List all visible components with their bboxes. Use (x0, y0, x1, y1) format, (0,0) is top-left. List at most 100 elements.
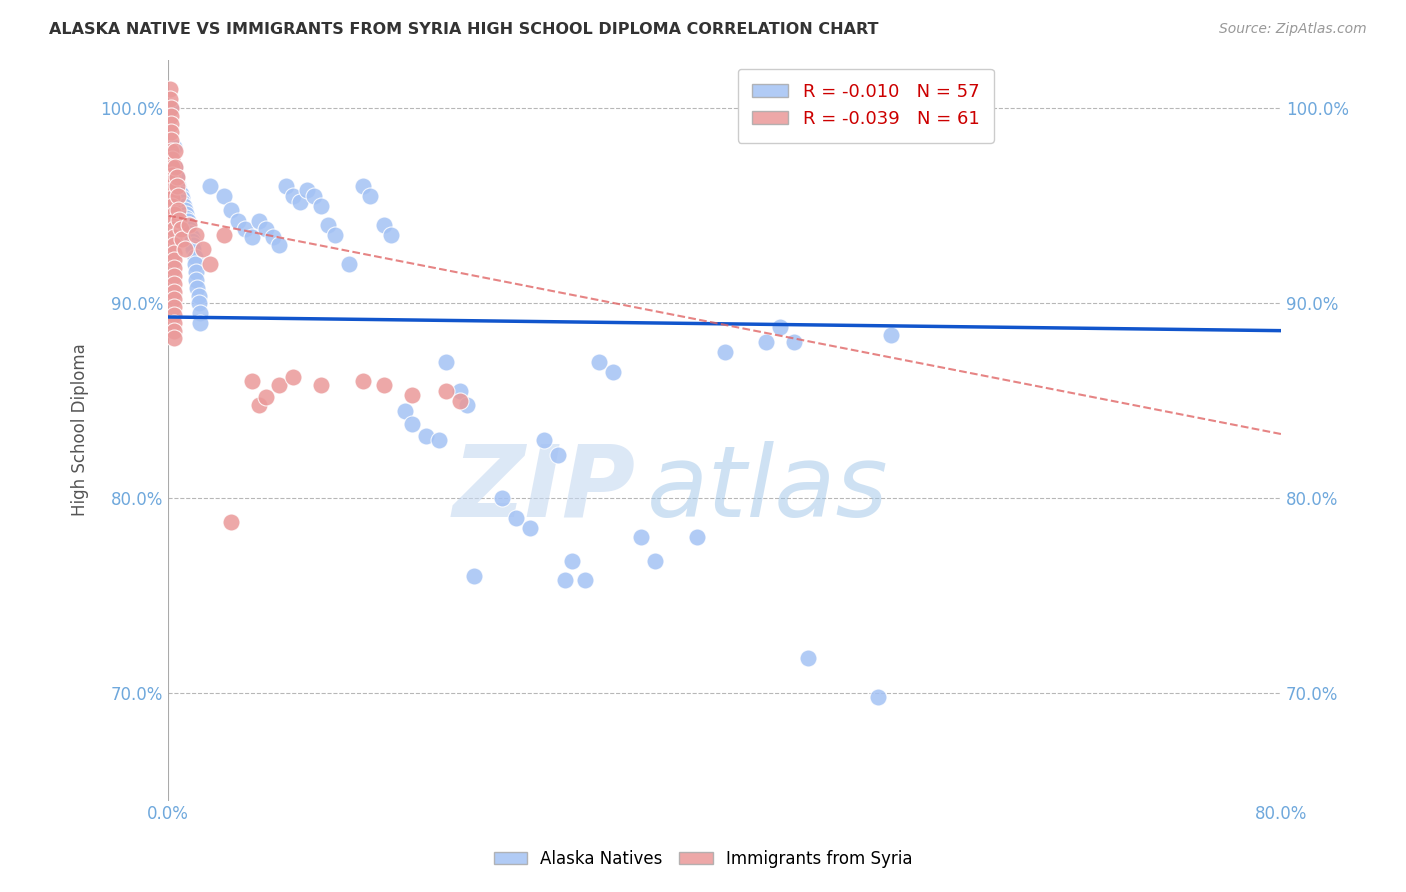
Point (352, 179, 374, 194)
Point (394, 403, 416, 417)
Point (162, 176, 184, 190)
Point (533, 433, 555, 447)
Point (686, 530, 709, 544)
Point (163, 268, 186, 283)
Point (644, 554, 666, 568)
Point (297, 183, 319, 197)
Point (177, 219, 200, 233)
Point (160, 101, 183, 115)
Point (160, 109, 183, 123)
Point (219, 202, 242, 217)
Point (183, 250, 205, 264)
Point (187, 296, 209, 310)
Legend: R = -0.010   N = 57, R = -0.039   N = 61: R = -0.010 N = 57, R = -0.039 N = 61 (738, 69, 994, 143)
Point (163, 245, 186, 260)
Point (415, 429, 437, 443)
Point (163, 316, 186, 330)
Point (181, 238, 204, 252)
Point (160, 125, 183, 139)
Point (309, 378, 332, 392)
Point (172, 194, 194, 209)
Point (359, 189, 381, 203)
Point (159, 92, 181, 106)
Point (163, 261, 186, 276)
Point (183, 257, 205, 271)
Point (167, 202, 190, 217)
Point (169, 212, 191, 227)
Point (162, 183, 184, 197)
Point (174, 202, 197, 217)
Point (463, 569, 485, 583)
Point (254, 222, 277, 236)
Point (176, 214, 198, 228)
Point (162, 160, 184, 174)
Point (449, 393, 471, 408)
Point (602, 365, 624, 379)
Point (1353, 286, 1375, 301)
Text: ALASKA NATIVE VS IMMIGRANTS FROM SYRIA HIGH SCHOOL DIPLOMA CORRELATION CHART: ALASKA NATIVE VS IMMIGRANTS FROM SYRIA H… (49, 22, 879, 37)
Point (174, 207, 197, 221)
Point (269, 378, 291, 392)
Point (177, 219, 200, 233)
Point (163, 238, 186, 252)
Point (373, 378, 395, 392)
Point (240, 375, 263, 389)
Point (174, 242, 197, 256)
Point (163, 253, 186, 268)
Point (163, 207, 186, 221)
Point (212, 189, 235, 203)
Point (160, 117, 183, 131)
Point (373, 219, 395, 233)
Point (247, 398, 270, 412)
Point (755, 335, 778, 350)
Point (184, 228, 207, 243)
Point (226, 214, 249, 228)
Point (163, 140, 186, 154)
Point (179, 226, 201, 240)
Point (429, 433, 451, 447)
Point (247, 214, 270, 228)
Point (254, 390, 277, 404)
Point (283, 370, 305, 384)
Point (160, 132, 183, 146)
Point (456, 398, 478, 412)
Point (380, 228, 402, 243)
Point (162, 199, 184, 213)
Point (166, 169, 188, 184)
Point (163, 277, 186, 291)
Point (219, 515, 242, 529)
Point (165, 160, 187, 174)
Point (547, 449, 569, 463)
Point (588, 355, 610, 369)
Point (198, 257, 221, 271)
Point (160, 101, 183, 115)
Point (434, 355, 457, 369)
Point (186, 281, 208, 295)
Point (173, 199, 195, 213)
Point (169, 183, 191, 197)
Point (188, 316, 211, 330)
Text: atlas: atlas (647, 441, 889, 538)
Point (177, 222, 200, 236)
Point (769, 319, 792, 334)
Point (352, 375, 374, 389)
Point (172, 191, 194, 205)
Point (165, 160, 187, 174)
Point (797, 651, 820, 665)
Point (163, 230, 186, 244)
Point (162, 152, 184, 166)
Point (198, 179, 221, 194)
Point (240, 230, 263, 244)
Point (184, 273, 207, 287)
Point (449, 384, 471, 398)
Point (172, 232, 194, 246)
Point (554, 574, 576, 588)
Point (783, 335, 806, 350)
Point (323, 228, 346, 243)
Point (574, 574, 596, 588)
Point (170, 187, 193, 202)
Point (163, 324, 186, 338)
Point (163, 308, 186, 322)
Point (630, 530, 652, 544)
Point (160, 145, 183, 159)
